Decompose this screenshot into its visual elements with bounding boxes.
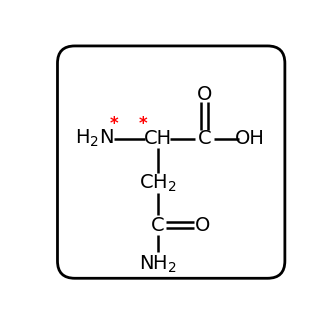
Text: O: O — [194, 216, 210, 235]
Text: O: O — [197, 85, 212, 104]
Text: CH: CH — [144, 129, 172, 148]
Text: C: C — [198, 129, 211, 148]
Text: CH$_2$: CH$_2$ — [139, 172, 176, 194]
Text: H$_2$N: H$_2$N — [75, 128, 114, 149]
Text: OH: OH — [235, 129, 265, 148]
FancyBboxPatch shape — [57, 46, 285, 278]
Text: *: * — [110, 115, 119, 133]
Text: NH$_2$: NH$_2$ — [139, 254, 177, 275]
Text: *: * — [138, 115, 147, 133]
Text: C: C — [151, 216, 164, 235]
